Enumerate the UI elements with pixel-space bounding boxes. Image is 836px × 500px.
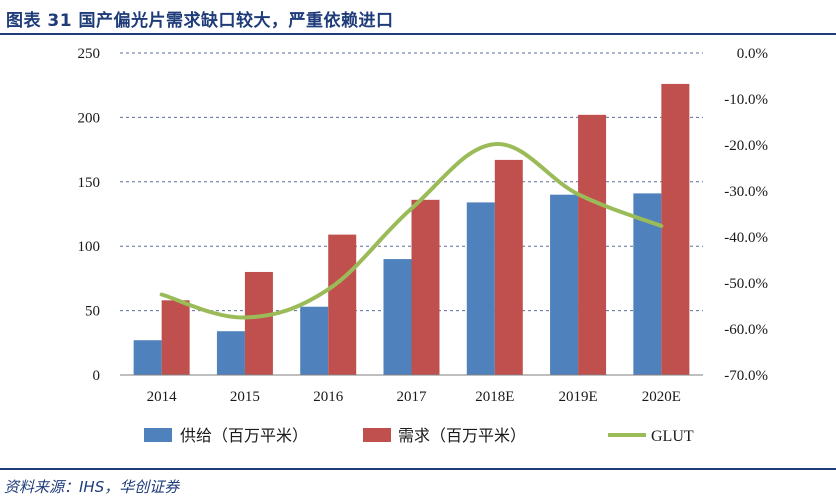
x-tick-label: 2020E	[642, 389, 681, 405]
bar-demand-2014	[161, 300, 190, 375]
legend-swatch-supply	[144, 428, 172, 442]
y2-tick-label: -10.0%	[724, 92, 768, 108]
bar-supply-2018E	[466, 202, 495, 375]
bar-supply-2017	[383, 259, 412, 375]
bar-supply-2014	[133, 340, 162, 375]
y2-tick-label: -60.0%	[724, 322, 768, 338]
chart: 0 50 100 150 200 250 -70.0% -60.0% -50.0% -40.0% -…	[78, 46, 769, 445]
y2-tick-label: -20.0%	[724, 138, 768, 154]
bar-supply-2019E	[550, 194, 579, 375]
bars	[133, 83, 690, 376]
y2-tick-label: -70.0%	[724, 368, 768, 384]
glut-line	[159, 142, 664, 320]
x-tick-label: 2018E	[475, 389, 514, 405]
x-tick-label: 2014	[147, 389, 178, 405]
bar-demand-2019E	[578, 114, 607, 375]
x-tick-label: 2015	[230, 389, 260, 405]
y-tick-label: 200	[78, 110, 101, 126]
x-tick-label: 2017	[397, 389, 428, 405]
y-tick-label: 0	[93, 368, 101, 384]
legend-label-glut: GLUT	[651, 428, 694, 445]
bar-demand-2020E	[661, 83, 690, 376]
legend-label-demand: 需求（百万平米）	[398, 426, 526, 445]
x-tick-label: 2019E	[558, 389, 597, 405]
title-rule	[0, 33, 836, 35]
legend-swatch-demand	[363, 428, 391, 442]
bar-demand-2016	[328, 234, 357, 375]
bar-demand-2018E	[494, 159, 523, 375]
source-rule	[0, 468, 836, 470]
y-tick-label: 250	[78, 46, 101, 62]
gridlines	[120, 52, 703, 312]
y2-tick-label: -30.0%	[724, 184, 768, 200]
y2-tick-label: 0.0%	[737, 46, 768, 62]
glut-line-group	[159, 142, 664, 320]
legend-label-supply: 供给（百万平米）	[180, 426, 308, 445]
bar-supply-2015	[216, 331, 245, 375]
y-tick-label: 50	[85, 304, 100, 320]
bar-supply-2016	[300, 306, 329, 375]
figure-title: 图表 31 国产偏光片需求缺口较大，严重依赖进口	[6, 11, 394, 31]
axes: 0 50 100 150 200 250 -70.0% -60.0% -50.0% -40.0% -…	[78, 46, 769, 405]
y2-tick-label: -40.0%	[724, 230, 768, 246]
legend: 供给（百万平米） 需求（百万平米） GLUT	[144, 426, 694, 445]
bar-demand-2017	[411, 199, 440, 375]
y-tick-label: 100	[78, 239, 101, 255]
y-tick-label: 150	[78, 175, 101, 191]
x-tick-label: 2016	[313, 389, 344, 405]
bar-demand-2015	[244, 271, 273, 375]
source-note: 资料来源：IHS，华创证券	[4, 478, 180, 496]
y2-tick-label: -50.0%	[724, 276, 768, 292]
